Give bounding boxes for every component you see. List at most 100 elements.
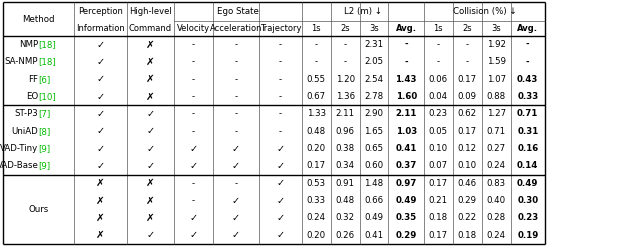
Text: 0.17: 0.17	[458, 75, 477, 84]
Text: ✓: ✓	[96, 74, 104, 84]
Text: -: -	[279, 109, 282, 119]
Text: NMP: NMP	[19, 40, 38, 49]
Text: 1.43: 1.43	[396, 75, 417, 84]
Text: -: -	[192, 75, 195, 84]
Text: -: -	[192, 127, 195, 136]
Text: ✓: ✓	[96, 109, 104, 119]
Text: Velocity: Velocity	[177, 24, 210, 33]
Text: 0.12: 0.12	[458, 144, 477, 153]
Text: -: -	[404, 58, 408, 66]
Text: 0.21: 0.21	[429, 196, 448, 205]
Text: 0.49: 0.49	[517, 179, 538, 188]
Text: 0.20: 0.20	[307, 231, 326, 240]
Text: ST-P3: ST-P3	[15, 109, 38, 119]
Text: ✓: ✓	[96, 161, 104, 171]
Text: VAD-Base: VAD-Base	[0, 162, 38, 170]
Text: ✓: ✓	[147, 109, 154, 119]
Text: ✓: ✓	[147, 144, 154, 154]
Text: [10]: [10]	[38, 92, 56, 101]
Text: 3s: 3s	[369, 24, 379, 33]
Text: 1.03: 1.03	[396, 127, 417, 136]
Text: 0.66: 0.66	[365, 196, 383, 205]
Text: Avg.: Avg.	[517, 24, 538, 33]
Text: 0.33: 0.33	[307, 196, 326, 205]
Text: 0.04: 0.04	[429, 92, 448, 101]
Text: 0.24: 0.24	[486, 231, 506, 240]
Text: 0.07: 0.07	[429, 162, 448, 170]
Text: -: -	[192, 179, 195, 188]
Text: -: -	[404, 40, 408, 49]
Text: 2.54: 2.54	[365, 75, 383, 84]
Text: 0.65: 0.65	[365, 144, 383, 153]
Text: 0.40: 0.40	[486, 196, 506, 205]
Text: -: -	[315, 40, 318, 49]
Text: 1.60: 1.60	[396, 92, 417, 101]
Text: -: -	[466, 58, 469, 66]
Text: 0.49: 0.49	[396, 196, 417, 205]
Text: ✓: ✓	[232, 230, 240, 240]
Text: -: -	[344, 58, 347, 66]
Text: -: -	[234, 75, 237, 84]
Text: 2.90: 2.90	[365, 109, 383, 119]
Text: Acceleration: Acceleration	[210, 24, 262, 33]
Text: ✓: ✓	[232, 144, 240, 154]
Text: 1.27: 1.27	[486, 109, 506, 119]
Text: ✓: ✓	[276, 144, 284, 154]
Text: -: -	[279, 127, 282, 136]
Text: ✓: ✓	[276, 213, 284, 223]
Text: 0.41: 0.41	[365, 231, 383, 240]
Text: 0.46: 0.46	[458, 179, 477, 188]
Text: 0.32: 0.32	[335, 214, 355, 222]
Text: 0.30: 0.30	[517, 196, 538, 205]
Text: 0.10: 0.10	[429, 144, 448, 153]
Text: EO: EO	[26, 92, 38, 101]
Text: ✓: ✓	[189, 230, 198, 240]
Text: 0.60: 0.60	[365, 162, 383, 170]
Text: 0.31: 0.31	[517, 127, 538, 136]
Text: -: -	[526, 40, 530, 49]
Text: 0.97: 0.97	[396, 179, 417, 188]
Text: ✗: ✗	[96, 230, 105, 240]
Text: ✓: ✓	[276, 161, 284, 171]
Text: 0.09: 0.09	[458, 92, 477, 101]
Text: 0.38: 0.38	[335, 144, 355, 153]
Text: -: -	[437, 40, 440, 49]
Text: [8]: [8]	[38, 127, 51, 136]
Text: ✓: ✓	[276, 178, 284, 188]
Text: 2.11: 2.11	[335, 109, 355, 119]
Text: 0.55: 0.55	[307, 75, 326, 84]
Text: ✓: ✓	[96, 92, 104, 102]
Text: -: -	[234, 92, 237, 101]
Text: 1.36: 1.36	[335, 92, 355, 101]
Text: -: -	[279, 92, 282, 101]
Text: VAD-Tiny: VAD-Tiny	[0, 144, 38, 153]
Text: -: -	[466, 40, 469, 49]
Text: -: -	[279, 40, 282, 49]
Text: L2 (m) ↓: L2 (m) ↓	[344, 7, 382, 16]
Text: 0.23: 0.23	[517, 214, 538, 222]
Text: -: -	[234, 179, 237, 188]
Text: ✓: ✓	[96, 144, 104, 154]
Text: 0.88: 0.88	[486, 92, 506, 101]
Text: 0.41: 0.41	[396, 144, 417, 153]
Text: Information: Information	[76, 24, 125, 33]
Text: 1.33: 1.33	[307, 109, 326, 119]
Text: 0.35: 0.35	[396, 214, 417, 222]
Text: Trajectory: Trajectory	[260, 24, 301, 33]
Text: 0.62: 0.62	[458, 109, 477, 119]
Text: [7]: [7]	[38, 109, 51, 119]
Text: ✗: ✗	[146, 57, 155, 67]
Text: ✓: ✓	[276, 196, 284, 206]
Text: 1.65: 1.65	[365, 127, 383, 136]
Text: -: -	[192, 196, 195, 205]
Text: Ego State: Ego State	[217, 7, 259, 16]
Text: -: -	[344, 40, 347, 49]
Text: 0.29: 0.29	[458, 196, 477, 205]
Text: 2s: 2s	[463, 24, 472, 33]
Text: SA-NMP: SA-NMP	[5, 58, 38, 66]
Text: -: -	[234, 109, 237, 119]
Text: 1.48: 1.48	[365, 179, 383, 188]
Text: ✓: ✓	[189, 144, 198, 154]
Text: UniAD: UniAD	[12, 127, 38, 136]
Text: ✓: ✓	[147, 161, 154, 171]
